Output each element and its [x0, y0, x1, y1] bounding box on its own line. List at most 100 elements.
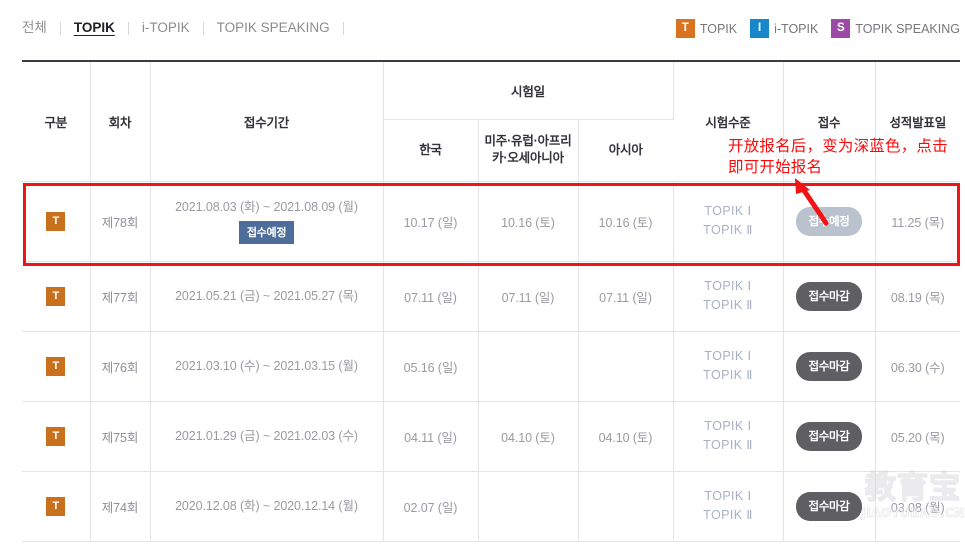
level-line-1: TOPIK Ⅰ	[704, 418, 752, 433]
round-label: 제74회	[101, 500, 139, 515]
table-head: 구분 회차 접수기간 시험일 시험수준 접수 성적발표일 한국 미주·유럽·아프…	[22, 60, 961, 182]
type-badge-icon: T	[46, 426, 66, 446]
schedule-table: 구분 회차 접수기간 시험일 시험수준 접수 성적발표일 한국 미주·유럽·아프…	[22, 60, 961, 542]
cell-kind: T	[22, 331, 91, 402]
cell-exam-date-americas: 04.10 (토)	[478, 401, 579, 472]
table-row: T 제74회 2020.12.08 (화) ~ 2020.12.14 (월) 02.0…	[22, 471, 961, 542]
cell-kind: T	[22, 261, 91, 332]
cell-exam-date-korea: 04.11 (일)	[383, 401, 479, 472]
level-line-1: TOPIK Ⅰ	[704, 203, 752, 218]
period-text: 2021.08.03 (화) ~ 2021.08.09 (월)	[175, 200, 358, 215]
cell-result-date: 03.08 (월)	[875, 471, 961, 542]
period-status-tag: 접수예정	[238, 220, 295, 244]
apply-status-button[interactable]: 접수마감	[796, 281, 863, 311]
table-row: T 제76회 2021.03.10 (수) ~ 2021.03.15 (월) 05.1…	[22, 331, 961, 402]
table-row: T 제78회 2021.08.03 (화) ~ 2021.08.09 (월) 접수예정…	[22, 181, 961, 262]
col-header-period: 접수기간	[150, 60, 384, 182]
cell-round: 제78회	[90, 181, 151, 262]
legend-label-topik: TOPIK	[699, 21, 738, 36]
col-header-apply: 접수	[783, 60, 876, 182]
tab-divider	[342, 21, 344, 35]
cell-apply[interactable]: 접수예정	[783, 181, 876, 262]
cell-kind: T	[22, 471, 91, 542]
legend-item-topik-speaking: S TOPIK SPEAKING	[831, 19, 960, 38]
top-bar: 전체 TOPIK i-TOPIK TOPIK SPEAKING T TOPIK …	[0, 0, 965, 56]
level-line-2: TOPIK Ⅱ	[703, 508, 753, 522]
period-text: 2020.12.08 (화) ~ 2020.12.14 (월)	[175, 498, 358, 513]
cell-level: TOPIK Ⅰ TOPIK Ⅱ	[673, 331, 784, 402]
cell-result-date: 08.19 (목)	[875, 261, 961, 332]
cell-round: 제77회	[90, 261, 151, 332]
col-header-region-americas: 미주·유럽·아프리카·오세아니아	[478, 119, 579, 182]
legend-item-i-topik: I i-TOPIK	[750, 19, 818, 38]
region-korea-label: 한국	[419, 142, 442, 157]
tab-topik-speaking[interactable]: TOPIK SPEAKING	[216, 20, 330, 35]
level-line-2: TOPIK Ⅱ	[703, 368, 753, 382]
apply-status-button[interactable]: 접수마감	[796, 491, 863, 521]
cell-exam-date-americas	[478, 471, 579, 542]
cell-exam-date-korea: 10.17 (일)	[383, 181, 479, 262]
table-row: T 제75회 2021.01.29 (금) ~ 2021.02.03 (수) 04.1…	[22, 401, 961, 472]
cell-apply[interactable]: 접수마감	[783, 401, 876, 472]
tab-divider	[127, 21, 129, 35]
type-badge-icon: T	[46, 211, 66, 231]
region-americas-label: 미주·유럽·아프리카·오세아니아	[484, 134, 572, 165]
table-body: T 제78회 2021.08.03 (화) ~ 2021.08.09 (월) 접수예정…	[22, 181, 961, 542]
cell-kind: T	[22, 401, 91, 472]
cell-round: 제74회	[90, 471, 151, 542]
cell-result-date: 06.30 (수)	[875, 331, 961, 402]
cell-exam-date-asia: 04.10 (토)	[578, 401, 674, 472]
tab-divider	[59, 21, 61, 35]
legend-label-topik-speaking: TOPIK SPEAKING	[855, 21, 960, 36]
topik-speaking-badge-icon: S	[831, 19, 851, 38]
cell-apply[interactable]: 접수마감	[783, 261, 876, 332]
col-header-region-asia: 아시아	[578, 119, 674, 182]
period-text: 2021.05.21 (금) ~ 2021.05.27 (목)	[175, 288, 358, 303]
col-header-region-korea: 한국	[383, 119, 479, 182]
level-line-1: TOPIK Ⅰ	[704, 488, 752, 503]
cell-exam-date-asia	[578, 471, 674, 542]
tab-divider	[202, 21, 204, 35]
cell-apply[interactable]: 접수마감	[783, 471, 876, 542]
cell-exam-date-americas: 10.16 (토)	[478, 181, 579, 262]
topik-badge-icon: T	[675, 19, 695, 38]
cell-exam-date-americas: 07.11 (일)	[478, 261, 579, 332]
legend: T TOPIK I i-TOPIK S TOPIK SPEAKING	[675, 19, 960, 38]
tab-topik[interactable]: TOPIK	[73, 20, 115, 35]
cell-level: TOPIK Ⅰ TOPIK Ⅱ	[673, 401, 784, 472]
round-label: 제76회	[101, 360, 139, 375]
cell-period: 2021.01.29 (금) ~ 2021.02.03 (수)	[150, 401, 384, 472]
cell-round: 제76회	[90, 331, 151, 402]
type-badge-icon: T	[46, 496, 66, 516]
col-header-level: 시험수준	[673, 60, 784, 182]
cell-exam-date-korea: 07.11 (일)	[383, 261, 479, 332]
cell-level: TOPIK Ⅰ TOPIK Ⅱ	[673, 471, 784, 542]
tab-i-topik[interactable]: i-TOPIK	[141, 20, 190, 35]
col-header-round: 회차	[90, 60, 151, 182]
col-header-exam-date-group: 시험일	[383, 60, 674, 120]
level-line-2: TOPIK Ⅱ	[703, 438, 753, 452]
period-text: 2021.01.29 (금) ~ 2021.02.03 (수)	[175, 428, 358, 443]
cell-exam-date-asia: 10.16 (토)	[578, 181, 674, 262]
cell-level: TOPIK Ⅰ TOPIK Ⅱ	[673, 181, 784, 262]
round-label: 제77회	[101, 290, 139, 305]
cell-period: 2021.05.21 (금) ~ 2021.05.27 (목)	[150, 261, 384, 332]
level-line-1: TOPIK Ⅰ	[704, 278, 752, 293]
apply-status-button[interactable]: 접수마감	[796, 351, 863, 381]
table-row: T 제77회 2021.05.21 (금) ~ 2021.05.27 (목) 07.1…	[22, 261, 961, 332]
tab-all[interactable]: 전체	[22, 20, 47, 35]
region-asia-label: 아시아	[608, 142, 643, 157]
cell-exam-date-korea: 05.16 (일)	[383, 331, 479, 402]
col-header-result-date: 성적발표일	[875, 60, 961, 182]
round-label: 제78회	[101, 215, 139, 230]
cell-kind: T	[22, 181, 91, 262]
col-header-kind: 구분	[22, 60, 91, 182]
cell-apply[interactable]: 접수마감	[783, 331, 876, 402]
cell-level: TOPIK Ⅰ TOPIK Ⅱ	[673, 261, 784, 332]
apply-status-button[interactable]: 접수마감	[796, 421, 863, 451]
level-line-1: TOPIK Ⅰ	[704, 348, 752, 363]
cell-exam-date-korea: 02.07 (일)	[383, 471, 479, 542]
type-badge-icon: T	[46, 356, 66, 376]
apply-status-button[interactable]: 접수예정	[796, 206, 863, 236]
